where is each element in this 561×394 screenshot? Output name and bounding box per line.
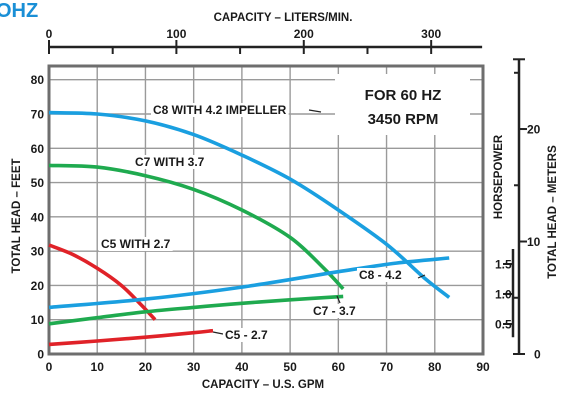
hp-tick-label: 1.5 <box>495 258 512 272</box>
hp-tick-label: 1.0 <box>495 288 512 302</box>
y-tick-label: 70 <box>31 108 45 122</box>
x2-axis: 0 100 200 300 <box>46 27 483 54</box>
y-tick-label: 20 <box>31 279 45 293</box>
x-tick-label: 70 <box>380 360 394 374</box>
y-tick-label: 50 <box>31 176 45 190</box>
x2-tick-label: 100 <box>166 27 186 41</box>
y-axis-label: TOTAL HEAD – FEET <box>11 158 23 273</box>
horsepower-axis: 0.5 1.0 1.5 <box>495 249 515 338</box>
x-tick-label: 50 <box>283 360 297 374</box>
x-tick-label: 60 <box>332 360 346 374</box>
series-labels: C8 WITH 4.2 IMPELLER C7 WITH 3.7 C5 WITH 2… <box>99 103 426 342</box>
series-label-c7-3-7: C7 - 3.7 <box>313 304 356 318</box>
hp-tick-label: 0.5 <box>495 318 512 332</box>
label-box-line-2: 3450 RPM <box>368 111 439 128</box>
plot-frame <box>47 64 485 356</box>
meters-axis: 0 10 20 <box>513 58 541 362</box>
series-label-background <box>223 328 271 342</box>
x-tick-label: 20 <box>139 360 153 374</box>
series-line-c5-2-7 <box>48 328 214 347</box>
meters-tick-label: 10 <box>527 235 541 249</box>
y-tick-label: 30 <box>31 245 45 259</box>
y-tick-label: 0 <box>37 348 44 362</box>
x-tick-label: 80 <box>428 360 442 374</box>
series-line-c8-4-2 <box>48 256 450 310</box>
series-label-background <box>311 304 359 318</box>
meters-tick-label: 20 <box>527 123 541 137</box>
series-label-c7-with-3-7: C7 WITH 3.7 <box>135 155 205 169</box>
series-label-c8-4-2: C8 - 4.2 <box>359 268 402 282</box>
series-line-c5-with-2-7 <box>48 243 157 321</box>
x-axis-label: CAPACITY – U.S. GPM <box>202 379 324 391</box>
series-label-background <box>133 155 207 169</box>
leader-line <box>417 274 426 279</box>
y-tick-label: 80 <box>31 73 45 87</box>
x-tick-label: 10 <box>91 360 105 374</box>
x-tick-labels: 0 10 20 30 40 50 60 70 80 90 <box>46 360 490 374</box>
series-label-background <box>99 237 173 251</box>
y2-axis-label: TOTAL HEAD – METERS <box>547 145 559 279</box>
horsepower-label: HORSEPOWER <box>493 134 505 219</box>
x-tick-label: 90 <box>476 360 490 374</box>
series-line-c7-with-3-7 <box>48 163 345 291</box>
x2-tick-label: 300 <box>421 27 441 41</box>
x-tick-label: 0 <box>46 360 53 374</box>
series-label-background <box>151 103 289 117</box>
series-label-background <box>357 268 405 282</box>
leader-line <box>336 295 341 304</box>
label-box-line-1: FOR 60 HZ <box>365 87 442 104</box>
leader-line <box>212 331 224 335</box>
y-tick-label: 40 <box>31 210 45 224</box>
x-tick-label: 30 <box>187 360 201 374</box>
series-line-c7-3-7 <box>48 294 344 326</box>
series-label-c5-2-7: C5 - 2.7 <box>225 328 268 342</box>
series-label-c5-with-2-7: C5 WITH 2.7 <box>101 237 171 251</box>
title-fragment: OHZ <box>0 0 38 22</box>
x2-tick-label: 200 <box>294 27 314 41</box>
x-tick-label: 40 <box>235 360 249 374</box>
series-label-c8-with-4-2-impeller: C8 WITH 4.2 IMPELLER <box>153 103 287 117</box>
series-lines <box>48 110 451 347</box>
y-tick-label: 60 <box>31 142 45 156</box>
leader-line <box>308 109 322 113</box>
x2-tick-label: 0 <box>46 27 53 41</box>
y-tick-label: 10 <box>31 313 45 327</box>
meters-tick-label: 0 <box>534 348 541 362</box>
x2-axis-label: CAPACITY – LITERS/MIN. <box>214 12 353 24</box>
label-box <box>335 74 470 135</box>
y-tick-labels: 0 10 20 30 40 50 60 70 80 <box>31 73 45 361</box>
